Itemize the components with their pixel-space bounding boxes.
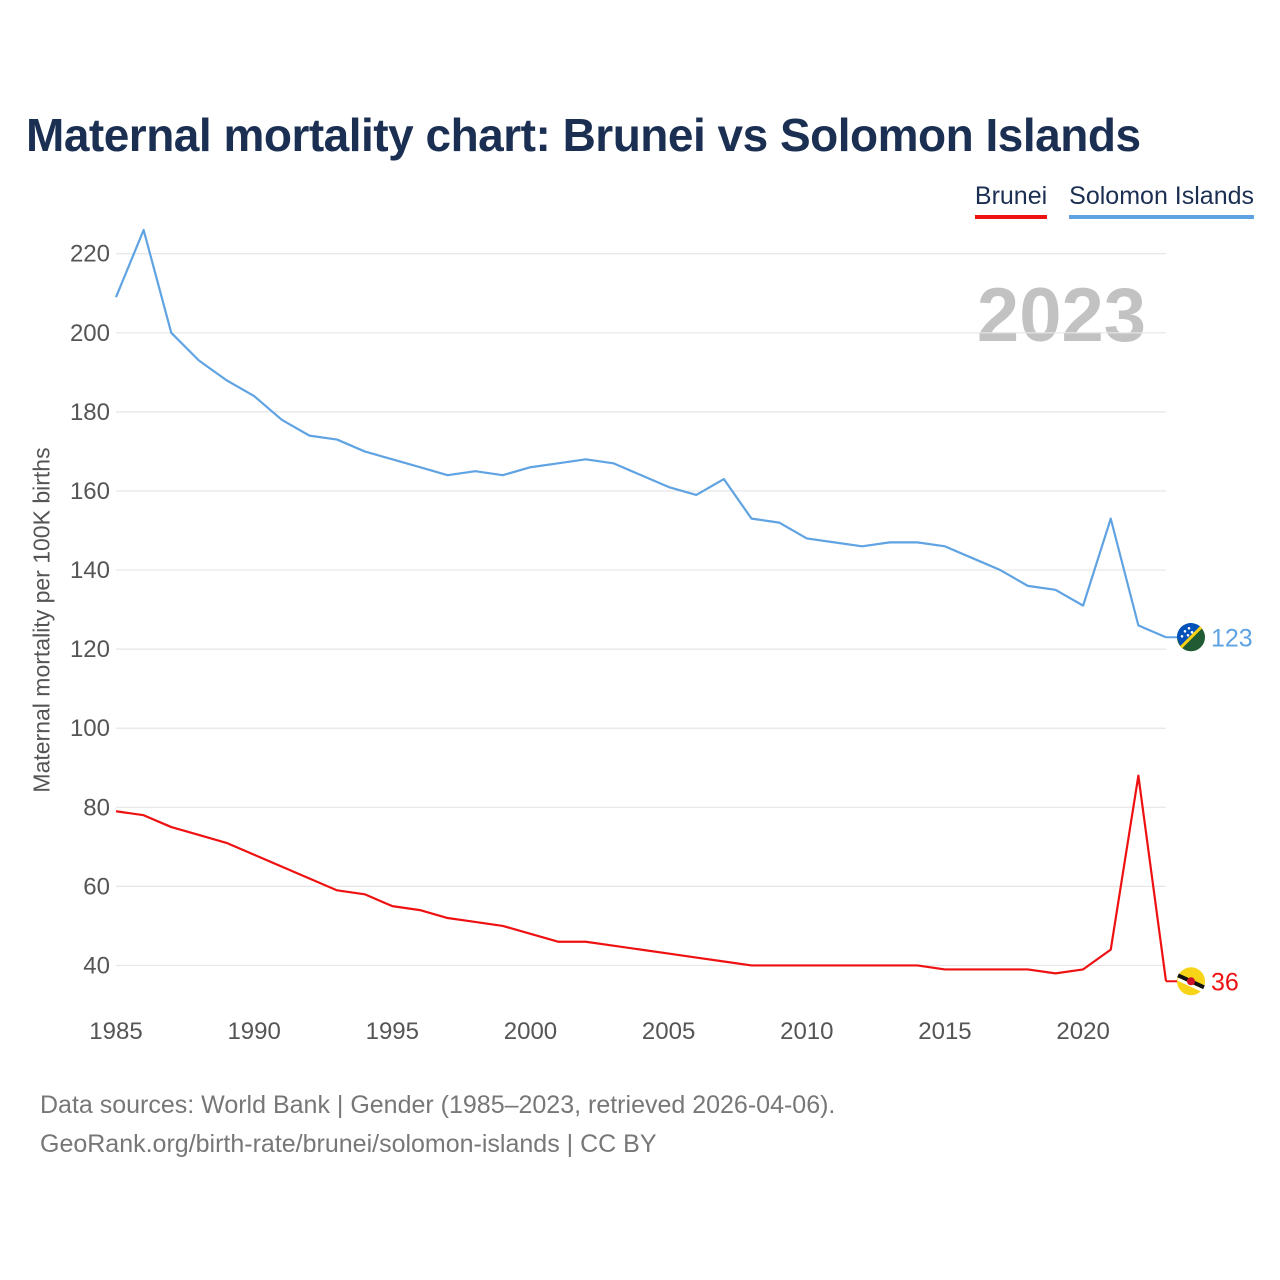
legend-item-solomon-islands[interactable]: Solomon Islands — [1069, 182, 1254, 219]
x-tick-label-2015: 2015 — [918, 1018, 971, 1045]
solomon-islands-flag-star — [1187, 626, 1191, 630]
y-tick-label-100: 100 — [70, 715, 110, 742]
solomon-islands-flag-star — [1190, 630, 1194, 634]
end-value-label-brunei: 36 — [1211, 968, 1239, 996]
solomon-islands-flag-stripe — [1179, 626, 1203, 649]
series-line-brunei[interactable] — [115, 774, 1168, 982]
x-tick-label-2005: 2005 — [642, 1018, 695, 1045]
chart-title: Maternal mortality chart: Brunei vs Solo… — [26, 109, 1141, 161]
y-tick-label-60: 60 — [83, 873, 110, 900]
legend: Brunei Solomon Islands — [974, 182, 1254, 219]
end-value-label-solomon-islands: 123 — [1211, 624, 1253, 652]
brunei-flag-emblem — [1187, 977, 1195, 986]
year-label: 2023 — [976, 273, 1146, 358]
source-line-1: Data sources: World Bank | Gender (1985–… — [40, 1091, 836, 1119]
source-line-2[interactable]: GeoRank.org/birth-rate/brunei/solomon-is… — [40, 1130, 657, 1158]
y-tick-label-220: 220 — [70, 241, 110, 268]
x-tick-label-1995: 1995 — [366, 1018, 419, 1045]
y-tick-label-200: 200 — [70, 320, 110, 347]
x-tick-label-2010: 2010 — [780, 1018, 833, 1045]
x-tick-label-2000: 2000 — [504, 1018, 557, 1045]
series-line-solomon-islands[interactable] — [114, 228, 1167, 639]
y-tick-label-80: 80 — [83, 794, 110, 821]
x-tick-label-1990: 1990 — [227, 1018, 280, 1045]
y-tick-label-160: 160 — [70, 478, 110, 505]
y-tick-label-140: 140 — [70, 557, 110, 584]
source-note: Data sources: World Bank | Gender (1985–… — [40, 1086, 835, 1164]
y-tick-label-120: 120 — [70, 636, 110, 663]
solomon-islands-flag-star — [1180, 634, 1184, 638]
x-tick-label-1985: 1985 — [89, 1018, 142, 1045]
y-tick-label-40: 40 — [83, 952, 110, 979]
y-tick-label-180: 180 — [70, 399, 110, 426]
x-tick-label-2020: 2020 — [1056, 1018, 1109, 1045]
legend-item-brunei[interactable]: Brunei — [974, 182, 1048, 219]
solomon-islands-flag-star — [1183, 629, 1187, 633]
solomon-islands-flag-star — [1186, 633, 1190, 637]
